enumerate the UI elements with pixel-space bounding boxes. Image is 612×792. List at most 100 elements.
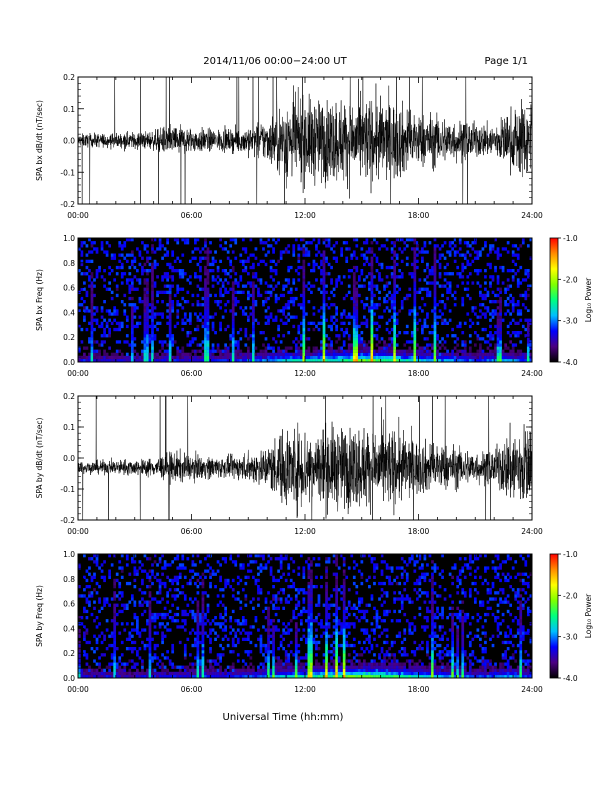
spectrogram-cell [446,287,449,291]
spectrogram-cell [511,309,515,313]
spectrogram-cell [168,337,172,341]
spectrogram-cell [383,340,386,344]
spectrogram-cell [476,337,480,341]
spectrogram-cell [267,244,270,248]
spectrogram-cell [151,315,154,319]
spectrogram-cell [105,628,109,632]
spectrogram-cell [413,247,417,251]
spectrogram-cell [282,572,286,576]
spectrogram-cell [526,346,530,350]
spectrogram-cell [337,275,341,279]
spectrogram-cell [143,278,147,282]
spectrogram-cell [297,259,301,263]
spectrogram-cell [115,622,119,626]
spectrogram-cell [158,321,162,325]
spectrogram-cell [327,671,331,676]
spectrogram-cell [143,674,147,679]
spectrogram-cell [236,331,240,335]
spectrogram-cell [88,269,91,273]
spectrogram-cell [327,346,331,350]
spectrogram-cell [297,659,301,663]
spectrogram-cell [461,265,465,270]
spectrogram-cell [418,358,422,363]
spectrogram-cell [168,324,172,329]
spectrogram-cell [297,643,301,648]
spectrogram-cell [413,256,417,260]
spectrogram-cell [234,340,238,344]
spectrogram-cell [246,637,250,641]
spectrogram-cell [289,578,293,583]
spectrogram-cell [113,634,117,638]
spectrogram-cell [269,628,273,632]
spectrogram-cell [436,315,439,319]
spectrogram-cell [277,578,280,583]
spectrogram-cell [236,346,240,350]
spectrogram-cell [299,337,303,341]
spectrogram-cell [330,659,333,663]
spectrogram-cell [236,668,240,672]
spectrogram-cell [368,662,371,666]
spectrogram-cell [236,653,240,657]
spectrogram-cell [294,634,298,638]
spectrogram-cell [156,275,159,279]
spectrogram-cell [526,269,530,273]
spectrogram-cell [252,309,255,313]
spectrogram-cell [473,343,477,347]
spectrogram-cell [113,668,117,672]
spectrogram-cell [146,674,149,679]
spectrogram-cell [342,594,346,598]
spectrogram-cell [158,591,162,595]
spectrogram-cell [342,659,346,663]
spectrogram-cell [443,346,447,350]
spectrogram-cell [284,352,288,356]
spectrogram-cell [398,352,402,356]
spectrogram-cell [156,563,159,567]
spectrogram-cell [393,284,396,288]
spectrogram-cell [315,355,318,360]
spectrogram-cell [332,293,336,298]
spectrogram-cell [151,619,154,623]
spectrogram-cell [322,352,326,356]
spectrogram-cell [279,557,283,561]
spectrogram-cell [269,290,273,294]
spectrogram-cell [347,247,351,251]
spectrogram-cell [320,358,323,363]
spectrogram-cell [302,665,306,669]
spectrogram-cell [120,355,124,360]
spectrogram-cell [461,355,465,360]
spectrogram-cell [103,668,106,672]
spectrogram-cell [305,250,308,254]
spectrogram-cell [93,671,96,676]
spectrogram-cell [181,321,185,325]
spectrogram-cell [375,306,379,310]
spectrogram-cell [370,284,374,288]
spectrogram-cell [375,352,379,356]
spectrogram-cell [231,349,235,353]
spectrogram-cell [294,659,298,663]
spectrogram-cell [335,324,338,329]
spectrogram-cell [363,665,366,669]
spectrogram-cell [365,355,369,360]
spectrogram-cell [272,318,275,322]
spectrogram-cell [325,619,328,623]
spectrogram-cell [370,665,374,669]
spectrogram-cell [264,281,268,285]
spectrogram-cell [393,265,396,270]
spectrogram-cell [204,290,207,294]
spectrogram-cell [325,659,328,663]
spectrogram-cell [257,572,260,576]
spectrogram-cell [370,312,374,316]
spectrogram-cell [345,241,349,245]
spectrogram-cell [130,312,134,316]
spectrogram-cell [398,355,402,360]
spectrogram-cell [375,241,379,245]
spectrogram-cell [486,358,490,363]
spectrogram-cell [393,269,396,273]
spectrogram-cell [272,634,275,638]
spectrogram-cell [327,343,331,347]
spectrogram-cell [284,578,288,583]
spectrogram-cell [194,337,197,341]
spectrogram-cell [85,290,89,294]
spectrogram-cell [489,247,492,251]
spectrogram-cell [196,671,200,676]
